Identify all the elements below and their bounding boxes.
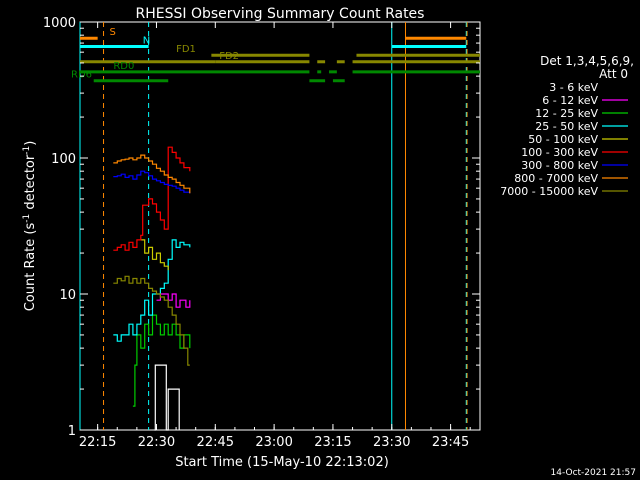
x-tick-label-4: 23:15 xyxy=(314,435,351,450)
legend-label-7: 800 - 7000 keV xyxy=(514,172,598,185)
series-line-3 xyxy=(113,239,191,342)
y-axis-label-main: Count Rate (s xyxy=(23,223,38,312)
y-tick-label-3: 1000 xyxy=(43,16,76,31)
flag-label-rd0: RD0 xyxy=(113,61,134,72)
series-line-6 xyxy=(113,170,191,194)
flag-label-fd1: FD1 xyxy=(176,44,196,55)
legend-label-6: 300 - 800 keV xyxy=(521,159,598,172)
y-axis-label-end: ) xyxy=(23,141,38,146)
series-line-5 xyxy=(113,146,191,251)
series-line-4 xyxy=(140,239,169,271)
vertical-markers xyxy=(79,22,468,430)
flag-label-s: S xyxy=(110,27,116,38)
y-tick-label-2: 100 xyxy=(51,152,76,167)
y-tick-label-0: 1 xyxy=(68,424,76,439)
y-axis-label: Count Rate (s-1 detector-1) xyxy=(22,141,38,312)
y-axis-label-mid: detector xyxy=(23,154,38,214)
flag-label-fd2: FD2 xyxy=(219,51,239,62)
y-axis-label-sup1: -1 xyxy=(22,214,32,223)
legend-title-2: Att 0 xyxy=(599,67,628,81)
series-line-0 xyxy=(154,364,180,431)
series-line-1 xyxy=(156,293,191,308)
legend-label-2: 12 - 25 keV xyxy=(535,107,598,120)
legend-label-1: 6 - 12 keV xyxy=(542,94,598,107)
series-lines xyxy=(113,146,191,431)
x-tick-label-0: 22:15 xyxy=(79,435,116,450)
x-tick-label-1: 22:30 xyxy=(138,435,175,450)
flag-label-n: N xyxy=(143,36,150,47)
x-tick-label-5: 23:30 xyxy=(373,435,410,450)
y-tick-label-1: 10 xyxy=(59,288,76,303)
x-tick-label-2: 22:45 xyxy=(197,435,234,450)
y-axis-ticks: 1 10 100 1000 xyxy=(43,16,480,439)
series-line-8 xyxy=(113,275,190,366)
legend-label-0: 3 - 6 keV xyxy=(549,81,598,94)
timestamp: 14-Oct-2021 21:57 xyxy=(551,468,636,478)
x-axis-ticks: 22:15 22:30 22:45 23:00 23:15 23:30 23:45 xyxy=(79,22,471,450)
series-line-7 xyxy=(113,154,191,194)
x-axis-label: Start Time (15-May-10 22:13:02) xyxy=(175,455,389,470)
y-axis-label-sup2: -1 xyxy=(22,146,32,155)
flag-bars: S N FD1 FD2 RD0 RD6 xyxy=(71,27,480,83)
flag-label-rd6: RD6 xyxy=(71,70,92,81)
legend-label-8: 7000 - 15000 keV xyxy=(500,185,598,198)
legend-label-3: 25 - 50 keV xyxy=(535,120,598,133)
legend-label-4: 50 - 100 keV xyxy=(528,133,598,146)
x-tick-label-3: 23:00 xyxy=(255,435,292,450)
legend-label-5: 100 - 300 keV xyxy=(521,146,598,159)
legend-title-1: Det 1,3,4,5,6,9, xyxy=(540,54,634,68)
x-tick-label-6: 23:45 xyxy=(432,435,469,450)
chart-title: RHESSI Observing Summary Count Rates xyxy=(136,6,425,22)
